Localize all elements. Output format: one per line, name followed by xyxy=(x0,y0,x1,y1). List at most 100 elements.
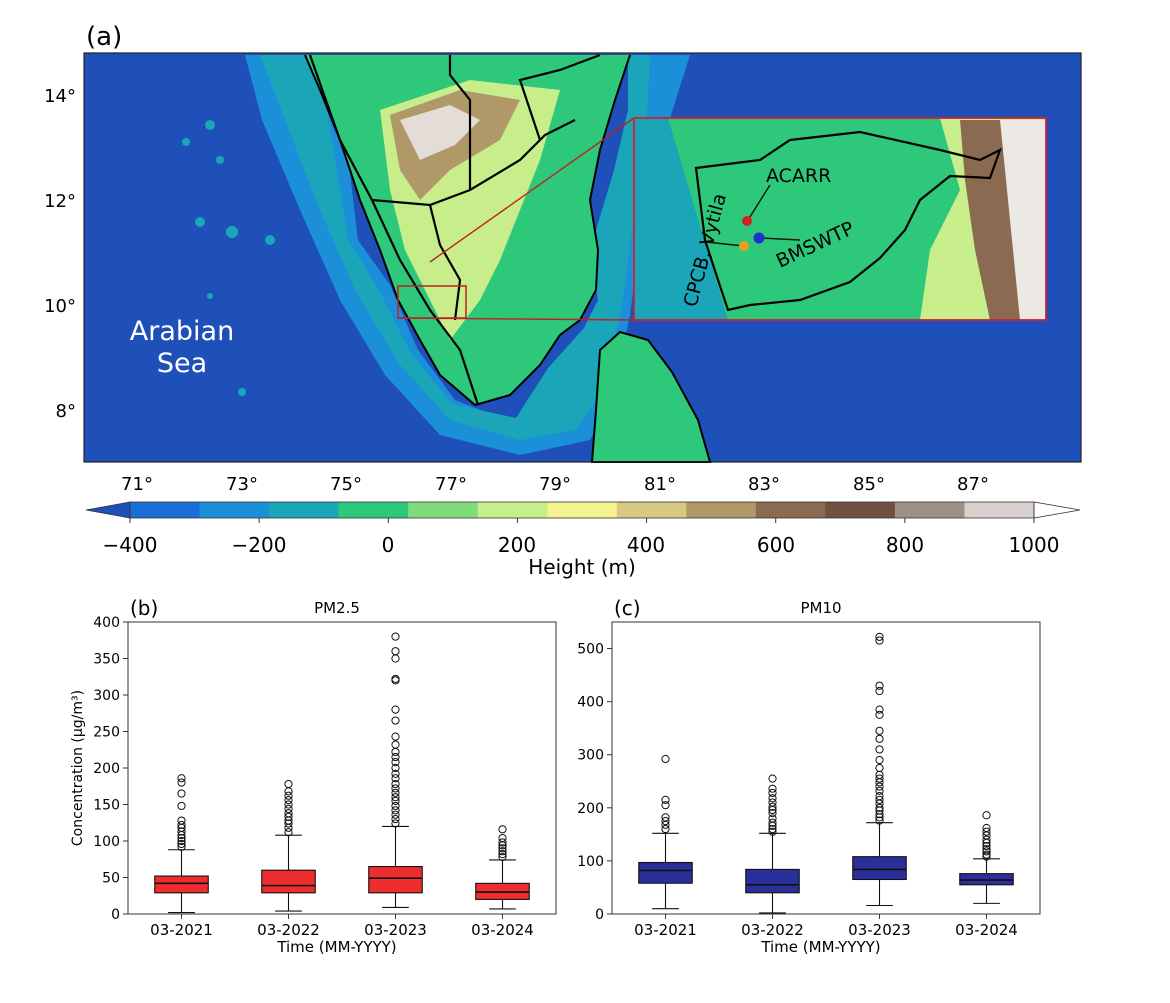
outlier-point xyxy=(498,850,507,859)
outlier-point xyxy=(391,732,400,741)
colorbar-tick-label: 400 xyxy=(627,533,665,557)
iqr-box xyxy=(154,875,209,894)
sea-label-line1: Arabian xyxy=(130,316,234,347)
outlier-point xyxy=(391,801,400,811)
y-tick-label: 150 xyxy=(93,798,120,814)
colorbar-ticks: −400 −200 0 200 400 600 800 1000 xyxy=(103,533,1060,557)
outlier-point xyxy=(875,795,884,804)
outlier-point xyxy=(768,784,777,793)
outlier-point xyxy=(391,774,400,783)
coastline-india xyxy=(304,54,631,407)
outlier-point xyxy=(391,740,400,749)
outlier-point xyxy=(875,705,884,714)
outlier-point xyxy=(391,779,400,789)
outlier-point xyxy=(768,818,777,827)
outlier-point xyxy=(875,763,884,773)
y-tick-label: 200 xyxy=(93,761,120,777)
lon-tick-label: 87° xyxy=(957,474,989,495)
iqr-box xyxy=(638,861,693,884)
outlier-point xyxy=(177,839,186,849)
chart-title-pm25: PM2.5 xyxy=(314,599,360,617)
colorbar-tick-label: 0 xyxy=(382,533,395,557)
outlier-point xyxy=(661,813,670,822)
outlier-point xyxy=(875,710,884,720)
colorbar-tick-label: −400 xyxy=(103,533,158,557)
outlier-point xyxy=(391,819,400,828)
colorbar-bin xyxy=(825,502,896,518)
lon-tick-label: 71° xyxy=(121,474,153,495)
outlier-point xyxy=(982,835,991,844)
lon-tick-label: 85° xyxy=(853,474,885,495)
y-tick-label: 0 xyxy=(595,907,604,923)
lon-tick-label: 83° xyxy=(748,474,780,495)
colorbar-bin xyxy=(199,502,270,518)
outlier-point xyxy=(982,827,991,836)
outlier-point xyxy=(875,745,884,754)
outlier-point xyxy=(284,819,293,828)
y-tick-label: 0 xyxy=(111,907,120,923)
station-marker-cpcb xyxy=(739,241,749,251)
zoom-guide-lines xyxy=(397,117,635,321)
outlier-point xyxy=(875,786,884,795)
outlier-point xyxy=(284,804,293,813)
colorbar-bin xyxy=(130,502,201,518)
outlier-point xyxy=(768,802,777,811)
map-frame xyxy=(83,52,1082,463)
plot-area-pm10: 0 100 200 300 400 500 03-2021 03-2022 03-2023 03-… xyxy=(577,621,1041,939)
map-panel: (a) Arabian Sea xyxy=(44,22,1082,579)
outlier-point xyxy=(391,705,400,714)
outlier-point xyxy=(768,827,777,836)
outlier-point xyxy=(498,852,507,862)
outlier-point xyxy=(391,788,400,797)
y-tick-label: 50 xyxy=(102,871,120,887)
outlier-point xyxy=(982,850,991,859)
colorbar-tick-label: 800 xyxy=(886,533,924,557)
outlier-point xyxy=(982,847,991,856)
colorbar-bin xyxy=(755,502,826,518)
map-panel-label: (a) xyxy=(86,22,122,52)
outlier-point xyxy=(177,789,186,798)
outlier-point xyxy=(284,828,293,837)
colorbar-bin xyxy=(408,502,479,518)
outlier-point xyxy=(391,716,400,725)
outlier-point xyxy=(875,810,884,819)
station-label-acarr: ACARR xyxy=(766,165,831,187)
outlier-point xyxy=(875,792,884,801)
inset-leader-lines xyxy=(705,184,801,247)
outlier-point xyxy=(875,782,884,791)
y-tick-label: 400 xyxy=(93,615,120,631)
x-tick-label: 03-2024 xyxy=(955,921,1018,939)
outlier-point xyxy=(875,774,884,783)
colorbar-bin xyxy=(686,502,757,518)
outlier-point xyxy=(391,793,400,802)
outlier-point xyxy=(177,842,186,851)
outlier-point xyxy=(768,788,777,798)
latitude-ticks: 14° 12° 10° 8° xyxy=(44,86,76,422)
outlier-point xyxy=(661,795,670,804)
outlier-point xyxy=(284,812,293,822)
colorbar-bin xyxy=(338,502,409,518)
colorbar xyxy=(85,501,1081,523)
iqr-box xyxy=(368,865,423,894)
iqr-box xyxy=(745,868,800,894)
outlier-point xyxy=(177,833,186,843)
outlier-point xyxy=(391,647,400,656)
state-boundaries xyxy=(308,53,601,406)
outlier-point xyxy=(661,824,670,834)
y-tick-label: 100 xyxy=(577,854,604,870)
colorbar-tick-label: 1000 xyxy=(1009,533,1060,557)
station-marker-acarr xyxy=(742,216,752,226)
chart-title-pm10: PM10 xyxy=(800,599,841,617)
outlier-point xyxy=(875,681,884,690)
sea-label-line2: Sea xyxy=(157,348,207,379)
outlier-point xyxy=(875,803,884,812)
outlier-point xyxy=(177,836,186,846)
x-axis-label-pm25: Time (MM-YYYY) xyxy=(276,938,396,956)
panel-label-c: (c) xyxy=(614,596,641,620)
x-axis-label-pm10: Time (MM-YYYY) xyxy=(760,938,880,956)
lon-tick-label: 75° xyxy=(330,474,362,495)
outlier-point xyxy=(498,838,507,847)
outlier-point xyxy=(391,784,400,793)
outlier-point xyxy=(391,632,400,641)
